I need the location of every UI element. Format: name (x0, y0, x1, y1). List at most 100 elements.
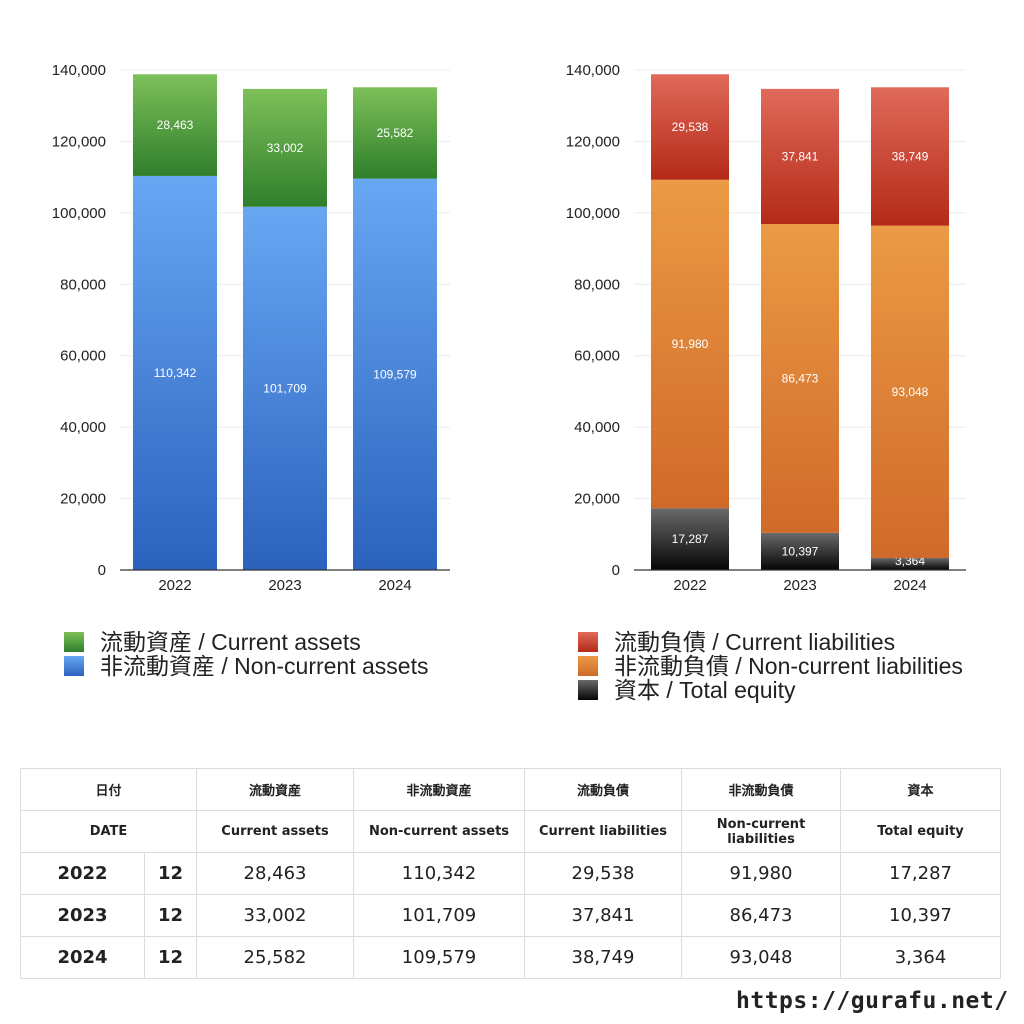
legend-item-non-current-liabilities: 非流動負債 / Non-current liabilities (578, 654, 963, 678)
legend-label-current-assets: 流動資産 / Current assets (100, 629, 361, 655)
bar-segment (871, 225, 949, 558)
table-row: 2024 12 25,582 109,579 38,749 93,048 3,3… (20, 936, 1002, 979)
header-date-en: DATE (19, 810, 198, 853)
header-non-current-liabilities-jp: 非流動負債 (681, 768, 842, 811)
bar-data-label: 17,287 (672, 532, 709, 546)
legend-swatch-total-equity (578, 680, 598, 700)
header-non-current-assets-en: Non-current assets (353, 810, 526, 853)
bar-segment (651, 74, 729, 180)
table-header-row-jp: 日付 流動資産 非流動資産 流動負債 非流動負債 資本 (19, 768, 1002, 811)
financial-data-table: 日付 流動資産 非流動資産 流動負債 非流動負債 資本 DATE Current… (19, 768, 1002, 979)
y-tick-label: 140,000 (566, 62, 620, 79)
bar-data-label: 109,579 (373, 367, 417, 381)
table-cell-non-current-assets: 109,579 (353, 936, 526, 979)
x-tick-label: 2022 (673, 577, 706, 594)
bar-segment (243, 88, 327, 207)
legend-item-non-current-assets: 非流動資産 / Non-current assets (64, 654, 428, 678)
legend-assets: 流動資産 / Current assets 非流動資産 / Non-curren… (64, 630, 428, 678)
table-cell-non-current-assets: 101,709 (353, 894, 526, 937)
table-cell-month: 12 (143, 936, 198, 979)
table-cell-non-current-liabilities: 86,473 (681, 894, 842, 937)
legend-item-total-equity: 資本 / Total equity (578, 678, 963, 702)
y-tick-label: 80,000 (574, 276, 620, 293)
y-tick-label: 40,000 (574, 419, 620, 436)
bar-data-label: 38,749 (892, 149, 929, 163)
header-total-equity-en: Total equity (840, 810, 1002, 853)
legend-liabilities: 流動負債 / Current liabilities 非流動負債 / Non-c… (578, 630, 963, 702)
bar-segment (761, 532, 839, 570)
table-cell-current-assets: 25,582 (196, 936, 355, 979)
table-cell-total-equity: 10,397 (840, 894, 1002, 937)
table-cell-total-equity: 3,364 (840, 936, 1002, 979)
y-tick-label: 20,000 (60, 491, 106, 508)
liabilities-equity-chart: 0 20,000 40,000 60,000 80,000 100,000 120,000 1… (566, 62, 966, 594)
legend-label-current-liabilities: 流動負債 / Current liabilities (614, 629, 896, 655)
bar-segment (353, 178, 437, 570)
legend-label-non-current-liabilities: 非流動負債 / Non-current liabilities (614, 653, 963, 679)
bar-data-label: 101,709 (263, 381, 307, 395)
table-cell-current-liabilities: 37,841 (524, 894, 683, 937)
header-non-current-liabilities-en: Non-current liabilities (681, 810, 842, 853)
legend-swatch-non-current-assets (64, 656, 84, 676)
charts-canvas: 0 20,000 40,000 60,000 80,000 100,000 120,000 1… (52, 62, 966, 594)
table-cell-current-liabilities: 38,749 (524, 936, 683, 979)
y-tick-label: 100,000 (566, 205, 620, 222)
bar-data-label: 91,980 (672, 337, 709, 351)
x-tick-label: 2023 (268, 577, 301, 594)
bar-data-label: 25,582 (377, 126, 414, 140)
legend-swatch-current-assets (64, 632, 84, 652)
assets-chart: 0 20,000 40,000 60,000 80,000 100,000 120,000 1… (52, 62, 450, 594)
table-cell-month: 12 (143, 852, 198, 895)
x-tick-label: 2024 (893, 577, 926, 594)
y-tick-label: 0 (612, 562, 620, 579)
legend-label-non-current-assets: 非流動資産 / Non-current assets (100, 653, 429, 679)
header-current-liabilities-jp: 流動負債 (524, 768, 683, 811)
table-cell-year: 2023 (20, 894, 145, 937)
table-cell-current-assets: 33,002 (196, 894, 355, 937)
legend-swatch-non-current-liabilities (578, 656, 598, 676)
table-cell-non-current-assets: 110,342 (353, 852, 526, 895)
bar-segment (761, 224, 839, 533)
bar-data-label: 28,463 (157, 118, 194, 132)
bar-data-label: 33,002 (267, 141, 304, 155)
bar-data-label: 29,538 (672, 120, 709, 134)
table-cell-total-equity: 17,287 (840, 852, 1002, 895)
y-tick-label: 60,000 (574, 348, 620, 365)
table-cell-year: 2024 (20, 936, 145, 979)
table-row: 2022 12 28,463 110,342 29,538 91,980 17,… (20, 852, 1002, 895)
y-tick-label: 100,000 (52, 205, 106, 222)
table-cell-year: 2022 (20, 852, 145, 895)
header-date-jp: 日付 (19, 768, 198, 811)
header-current-assets-jp: 流動資産 (196, 768, 355, 811)
bar-data-label: 93,048 (892, 385, 929, 399)
y-tick-label: 0 (98, 562, 106, 579)
legend-swatch-current-liabilities (578, 632, 598, 652)
bar-segment (761, 88, 839, 225)
bar-segment (651, 508, 729, 570)
y-tick-label: 20,000 (574, 491, 620, 508)
bar-segment (353, 87, 437, 179)
table-cell-month: 12 (143, 894, 198, 937)
bar-segment (133, 74, 217, 176)
bar-segment (243, 206, 327, 570)
y-tick-label: 140,000 (52, 62, 106, 79)
y-tick-label: 120,000 (52, 133, 106, 150)
table-cell-non-current-liabilities: 91,980 (681, 852, 842, 895)
y-tick-label: 120,000 (566, 133, 620, 150)
bar-segment (871, 87, 949, 226)
legend-item-current-assets: 流動資産 / Current assets (64, 630, 428, 654)
bar-data-label: 110,342 (154, 366, 197, 380)
y-tick-label: 80,000 (60, 276, 106, 293)
table-cell-current-liabilities: 29,538 (524, 852, 683, 895)
header-current-liabilities-en: Current liabilities (524, 810, 683, 853)
header-total-equity-jp: 資本 (840, 768, 1002, 811)
bar-segment (133, 175, 217, 570)
bar-data-label: 37,841 (782, 149, 819, 163)
table-header-row-en: DATE Current assets Non-current assets C… (19, 810, 1002, 853)
bar-data-label: 10,397 (782, 544, 819, 558)
table-cell-current-assets: 28,463 (196, 852, 355, 895)
table-cell-non-current-liabilities: 93,048 (681, 936, 842, 979)
site-url[interactable]: https://gurafu.net/ (736, 988, 1009, 1014)
bar-segment (871, 557, 949, 570)
legend-item-current-liabilities: 流動負債 / Current liabilities (578, 630, 963, 654)
